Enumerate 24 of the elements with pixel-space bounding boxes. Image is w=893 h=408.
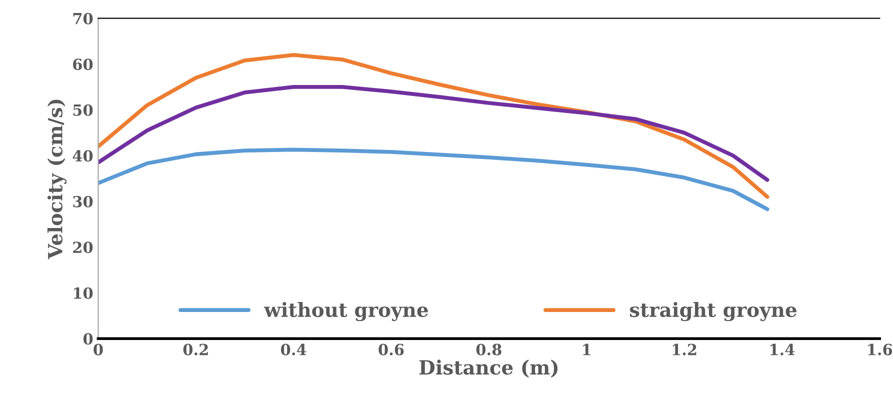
y-tick-label: 60 xyxy=(73,58,93,70)
legend-label: straight groyne xyxy=(630,302,796,322)
y-tick-label: 40 xyxy=(72,150,93,162)
x-tick-label: 1.4 xyxy=(770,344,795,356)
legend-label: without groyne xyxy=(264,302,428,322)
x-tick-label: 1.2 xyxy=(672,344,696,356)
x-axis-title: Distance (m) xyxy=(419,360,558,378)
x-tick-label: 0.2 xyxy=(183,344,208,356)
line-series xyxy=(98,85,770,182)
y-tick-label: 70 xyxy=(73,12,93,24)
line-series xyxy=(98,148,770,212)
x-tick-label: 1 xyxy=(583,344,590,356)
x-tick-label: 0.4 xyxy=(281,344,306,356)
y-tick-label: 30 xyxy=(73,196,93,208)
x-tick-label: 0.8 xyxy=(476,344,502,356)
x-tick-label: 0 xyxy=(94,344,103,356)
y-tick-label: 20 xyxy=(73,242,93,254)
x-tick-label: 1.6 xyxy=(868,344,892,356)
y-tick-label: 50 xyxy=(73,104,93,116)
y-tick-label: 0 xyxy=(83,333,93,345)
x-tick-label: 0.6 xyxy=(378,344,404,356)
y-tick-label: 10 xyxy=(74,287,93,299)
y-axis-title: Velocity (cm/s) xyxy=(47,100,67,260)
line-series xyxy=(98,53,770,199)
